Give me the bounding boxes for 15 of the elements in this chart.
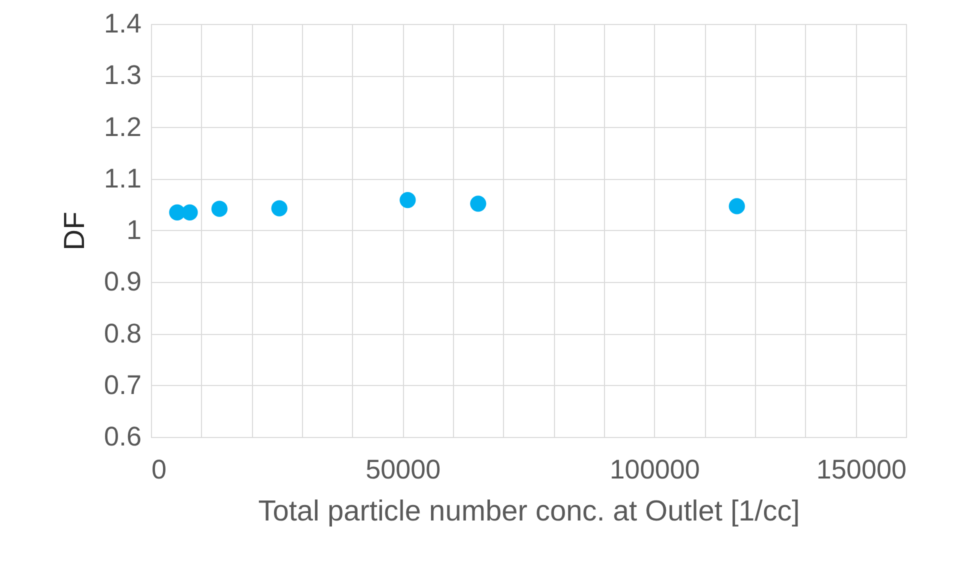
x-tick-label: 0 xyxy=(152,454,167,484)
y-tick-label: 1.1 xyxy=(104,163,142,194)
y-tick-label: 1 xyxy=(126,215,142,245)
y-axis-title: DF xyxy=(58,212,91,250)
x-tick-label: 100000 xyxy=(610,454,700,484)
y-tick-label: 1.4 xyxy=(104,8,142,38)
x-axis-title: Total particle number conc. at Outlet [1/cc] xyxy=(258,496,800,528)
y-tick-label: 1.3 xyxy=(104,60,142,90)
y-tick-label: 1.2 xyxy=(104,112,142,142)
y-tick-label: 0.6 xyxy=(104,422,142,452)
y-tick-label: 0.9 xyxy=(104,266,142,297)
x-tick-label: 150000 xyxy=(816,454,906,484)
y-tick-label: 0.8 xyxy=(104,318,142,348)
y-tick-label: 0.7 xyxy=(104,370,142,400)
x-tick-label: 50000 xyxy=(366,454,441,484)
